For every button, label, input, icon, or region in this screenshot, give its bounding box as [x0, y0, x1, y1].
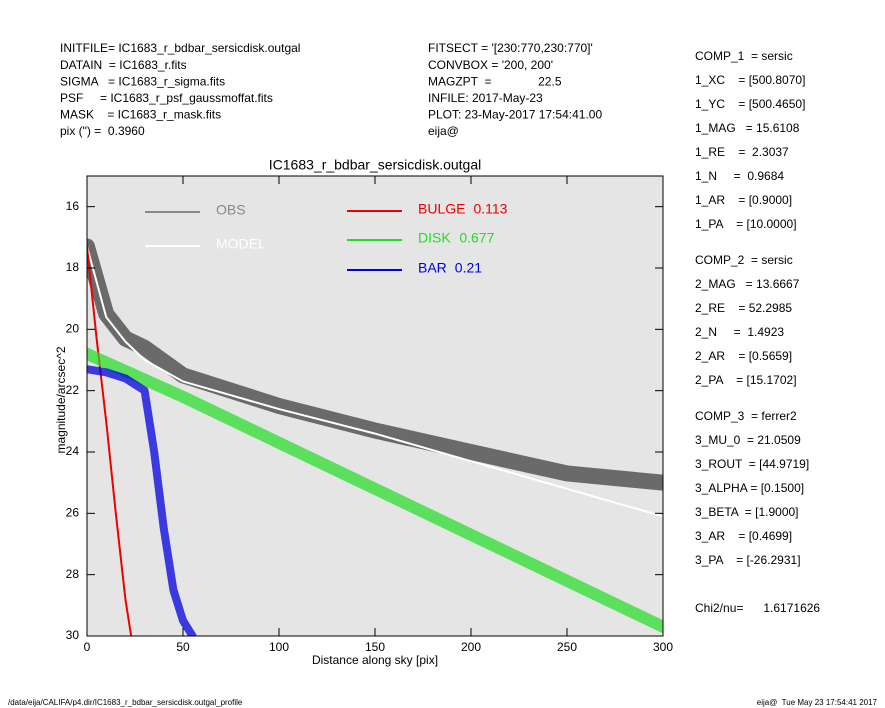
- parameter-line: 1_YC = [500.4650]: [695, 97, 805, 111]
- parameter-line: 3_PA = [-26.2931]: [695, 553, 801, 567]
- parameter-line: 2_AR = [0.5659]: [695, 349, 792, 363]
- legend-fraction: 0.677: [459, 230, 494, 246]
- x-tick-label: 200: [461, 640, 481, 654]
- header-line: INITFILE= IC1683_r_bdbar_sersicdisk.outg…: [60, 41, 300, 55]
- series-line: [87, 245, 133, 636]
- header-line: SIGMA = IC1683_r_sigma.fits: [60, 74, 225, 88]
- parameter-line: 1_RE = 2.3037: [695, 145, 789, 159]
- legend-label: MODEL: [216, 236, 266, 252]
- legend-label: BULGE: [418, 201, 465, 217]
- parameter-line: COMP_2 = sersic: [695, 253, 793, 267]
- header-line: MAGZPT = 22.5: [428, 74, 562, 88]
- parameter-line: 2_N = 1.4923: [695, 325, 784, 339]
- y-tick-label: 28: [66, 567, 80, 581]
- header-line: INFILE: 2017-May-23: [428, 91, 543, 105]
- x-tick-label: 100: [269, 640, 289, 654]
- header-line: PSF = IC1683_r_psf_gaussmoffat.fits: [60, 91, 273, 105]
- x-axis-label: Distance along sky [pix]: [312, 653, 438, 667]
- parameter-line: 3_AR = [0.4699]: [695, 529, 792, 543]
- parameter-line: 3_ROUT = [44.9719]: [695, 457, 809, 471]
- parameter-line: COMP_3 = ferrer2: [695, 409, 797, 423]
- parameter-line: 1_PA = [10.0000]: [695, 217, 797, 231]
- parameter-line: 3_ALPHA = [0.1500]: [695, 481, 804, 495]
- y-tick-label: 26: [66, 506, 80, 520]
- chart-title: IC1683_r_bdbar_sersicdisk.outgal: [269, 157, 481, 173]
- y-tick-label: 24: [66, 444, 80, 458]
- header-line: PLOT: 23-May-2017 17:54:41.00: [428, 108, 602, 122]
- y-axis-label: magnitude/arcsec^2: [54, 346, 68, 453]
- parameter-line: 1_AR = [0.9000]: [695, 193, 792, 207]
- header-line: MASK = IC1683_r_mask.fits: [60, 108, 221, 122]
- y-tick-label: 18: [66, 260, 80, 274]
- header-line: CONVBOX = '200, 200': [428, 58, 553, 72]
- series-line: [87, 365, 197, 636]
- legend-fraction: 0.21: [455, 260, 482, 276]
- y-tick-label: 22: [66, 383, 80, 397]
- parameter-line: 1_N = 0.9684: [695, 169, 784, 183]
- parameter-line: COMP_1 = sersic: [695, 49, 793, 63]
- parameter-line: 2_RE = 52.2985: [695, 301, 792, 315]
- series-line: [87, 245, 663, 518]
- series-line: [87, 347, 663, 633]
- x-tick-label: 0: [84, 640, 91, 654]
- series-line: [87, 238, 663, 491]
- parameter-line: 3_BETA = [1.9000]: [695, 505, 799, 519]
- y-tick-label: 30: [66, 628, 80, 642]
- x-tick-label: 300: [653, 640, 673, 654]
- legend-fraction: 0.113: [473, 201, 507, 217]
- parameter-line: Chi2/nu= 1.6171626: [695, 601, 820, 615]
- x-tick-label: 150: [365, 640, 385, 654]
- parameter-line: 3_MU_0 = 21.0509: [695, 433, 801, 447]
- parameter-line: 1_XC = [500.8070]: [695, 73, 805, 87]
- footer-path: /data/eija/CALIFA/p4.dir/IC1683_r_bdbar_…: [8, 698, 243, 707]
- header-line: eija@: [428, 124, 459, 138]
- legend-label: BAR: [418, 260, 447, 276]
- header-line: pix (") = 0.3960: [60, 124, 145, 138]
- legend-label: OBS: [216, 202, 246, 218]
- plot-area: [87, 176, 663, 636]
- header-line: FITSECT = '[230:770,230:770]': [428, 41, 593, 55]
- parameter-line: 2_PA = [15.1702]: [695, 373, 797, 387]
- y-tick-label: 20: [66, 322, 80, 336]
- x-tick-label: 250: [557, 640, 577, 654]
- header-line: DATAIN = IC1683_r.fits: [60, 58, 187, 72]
- footer-date: eija@ Tue May 23 17:54:41 2017: [757, 698, 878, 707]
- legend-label: DISK: [418, 230, 451, 246]
- x-tick-label: 50: [176, 640, 190, 654]
- parameter-line: 1_MAG = 15.6108: [695, 121, 800, 135]
- parameter-line: 2_MAG = 13.6667: [695, 277, 800, 291]
- y-tick-label: 16: [66, 199, 80, 213]
